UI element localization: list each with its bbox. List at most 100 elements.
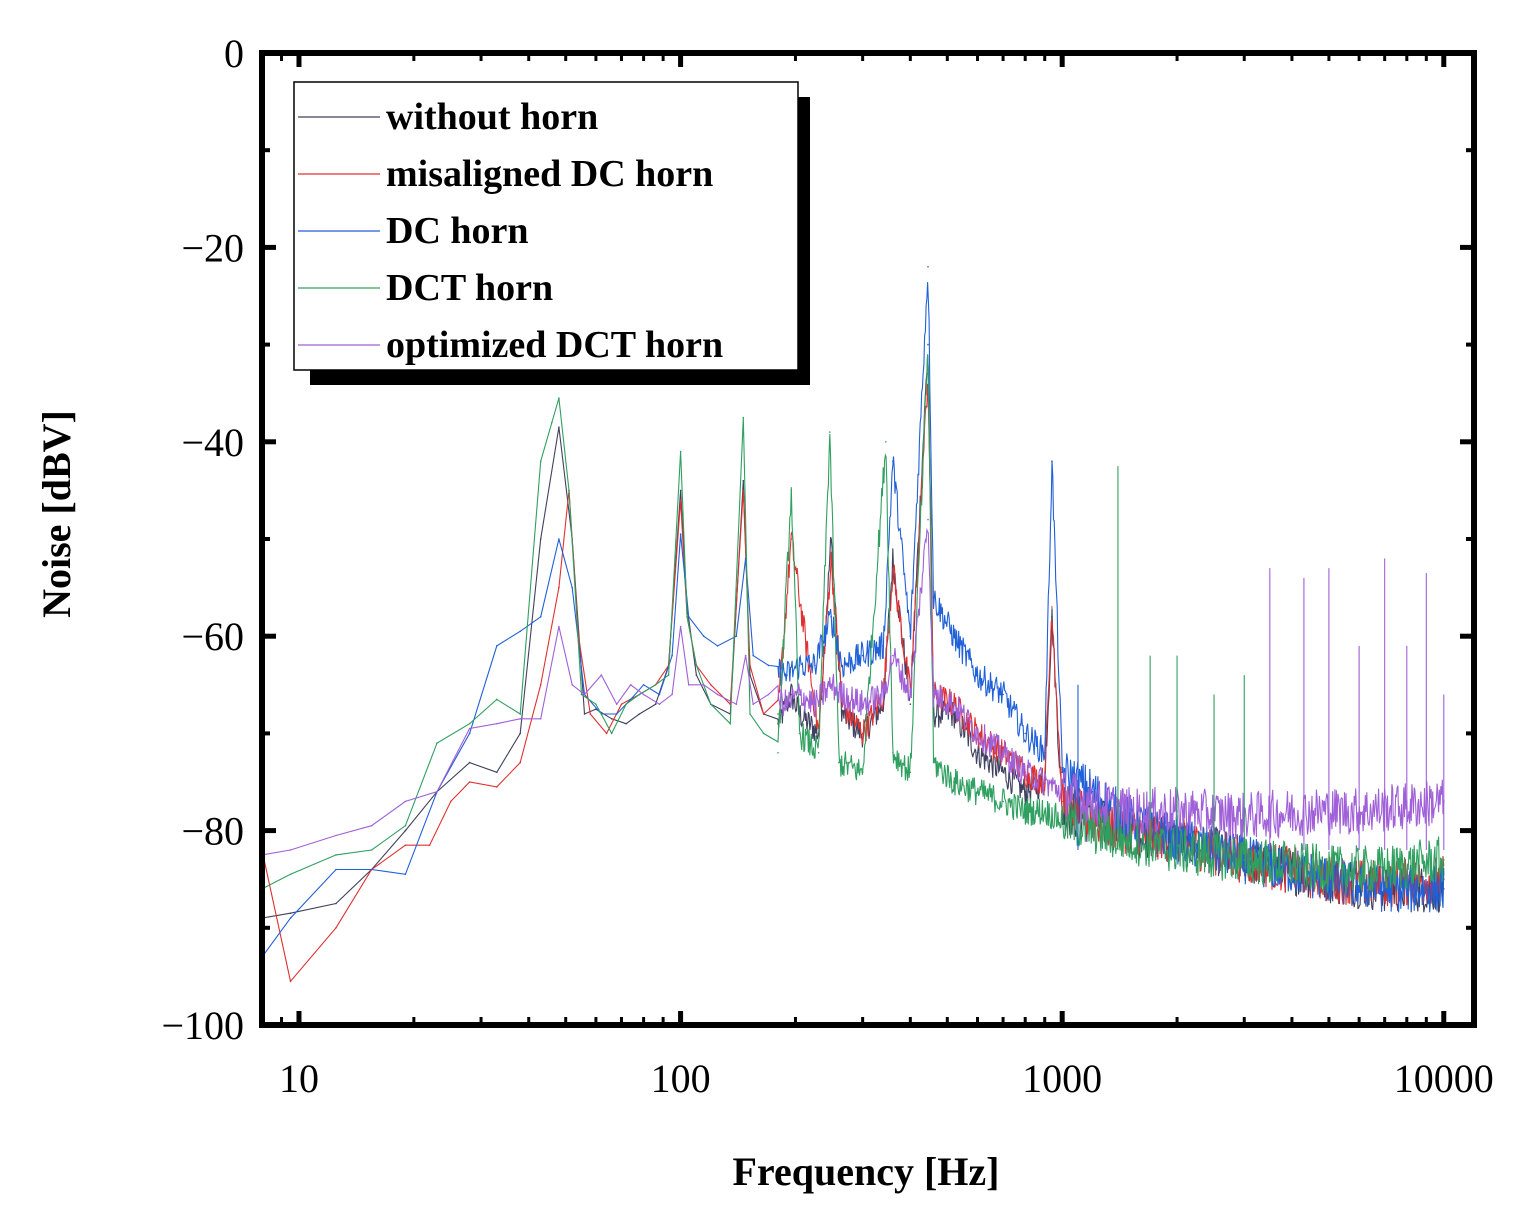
series-point [749,713,751,715]
series-point [892,567,894,569]
series-point [289,873,292,876]
series-point [404,829,407,832]
legend-label: DC horn [386,210,529,252]
series-point [539,460,542,463]
series-point [1310,810,1313,812]
series-point [790,489,793,492]
plot-frame [259,50,1477,1028]
series-point [450,800,452,803]
series-point [496,698,498,701]
series-point [710,703,712,705]
series-point [496,645,498,647]
series-point [571,684,573,686]
series-point [335,868,337,871]
y-tick-label: −80 [181,809,244,854]
legend-label: DCT horn [386,267,553,309]
x-axis-title: Frequency [Hz] [733,1149,1000,1194]
series-point [716,693,719,696]
series-point [629,698,632,701]
x-tick-label: 10 [279,1056,319,1101]
series-point [909,771,912,774]
series-point [625,722,627,725]
series-point [335,902,337,905]
series-point [841,664,843,667]
series-point [620,703,623,705]
series-point [583,693,586,696]
series-point [289,849,292,851]
series-line-4 [262,354,1445,894]
series-point [654,703,657,705]
series-point [1443,888,1445,890]
series-point [539,538,542,540]
series-point [777,713,779,715]
series-point [580,693,583,696]
series-point [289,980,292,983]
series-point [976,674,979,676]
series-point [679,499,682,501]
series-point [814,664,816,667]
series-point [710,684,712,686]
series-point [1128,820,1131,822]
series-point [1091,829,1094,832]
series-point [1024,790,1026,793]
series-point [814,703,816,705]
series-point [1024,810,1026,812]
series-point [679,625,682,628]
series-point [638,713,641,715]
series-point [600,674,603,676]
series-point [716,645,719,647]
series-point [468,732,471,735]
series-point [927,266,929,268]
series-point [749,664,751,667]
series-point [830,616,832,618]
series-point [1128,839,1131,842]
series-point [468,761,471,764]
series-point [335,834,337,837]
series-point [829,431,831,433]
series-point [909,703,912,705]
series-point [496,771,498,774]
series-point [790,538,793,540]
series-point [558,625,560,628]
series-point [932,761,935,764]
series-point [841,703,843,705]
series-point [1002,693,1004,696]
series-point [679,450,682,453]
series-point [744,654,747,657]
series-point [519,732,521,735]
series-point [558,426,560,429]
series-point [830,538,832,540]
series-point [752,703,754,705]
series-point [798,732,801,735]
x-tick-label: 10000 [1394,1056,1494,1101]
series-point [638,693,641,696]
series-point [625,703,627,705]
series-point [702,635,705,637]
legend-box [293,81,799,371]
series-point [496,786,498,788]
series-point [370,868,373,871]
series-point [615,713,618,715]
series-point [1061,790,1063,793]
series-point [1043,810,1046,812]
series-point [289,912,292,914]
series-point [892,752,894,754]
series-point [671,693,673,696]
series-point [289,917,292,919]
series-point [729,722,732,725]
y-tick-labels: 0 −20 −40 −60 −80 −100 [161,31,244,1048]
series-point [885,441,887,443]
series-point [1061,800,1063,803]
series-point [370,849,373,851]
series-point [1443,859,1445,861]
series-point [830,557,832,560]
series-point [882,693,885,696]
series-line-3 [262,282,1445,958]
series-point [686,616,688,618]
y-axis-title: Noise [dBV] [34,410,79,618]
series-point [335,854,337,856]
series-point [658,703,661,705]
series-point [838,761,840,764]
series-point [702,684,705,686]
series-point [927,518,929,521]
